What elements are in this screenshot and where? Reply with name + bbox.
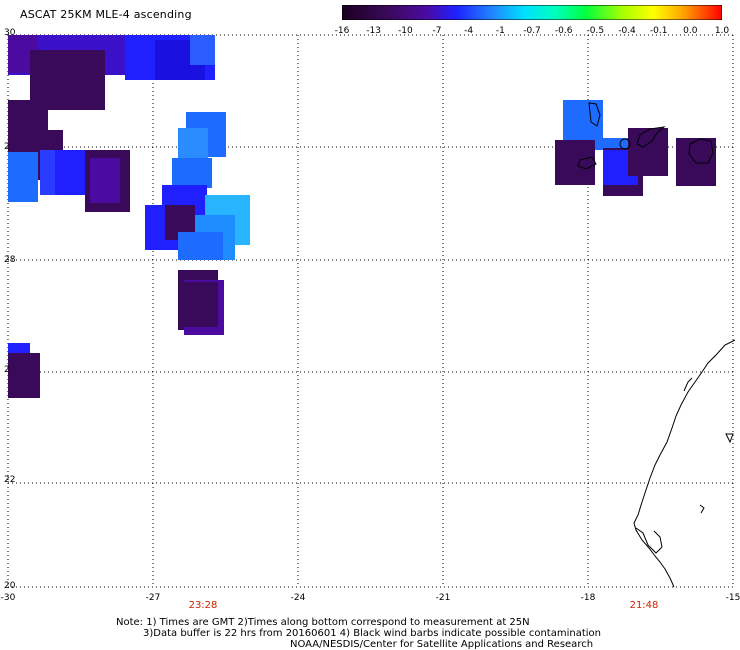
note-line-2: 3)Data buffer is 22 hrs from 20160601 4)… (143, 628, 601, 639)
colorbar-tick-label: -7 (432, 26, 442, 36)
colorbar (342, 5, 722, 20)
note-line-3: NOAA/NESDIS/Center for Satellite Applica… (290, 639, 594, 650)
grid-lines (7, 34, 735, 588)
colorbar-tick-label: -10 (397, 26, 413, 36)
colorbar-tick-label: 0.0 (683, 26, 698, 36)
time-label-right: 21:48 (629, 600, 659, 611)
colorbar-tick-label: -4 (464, 26, 474, 36)
map-title: ASCAT 25KM MLE-4 ascending (20, 8, 192, 21)
colorbar-tick-label: -1 (495, 26, 505, 36)
note-line-1: Note: 1) Times are GMT 2)Times along bot… (116, 617, 530, 628)
colorbar-tick-label: -0.1 (649, 26, 668, 36)
y-tick-label: 2 (4, 365, 10, 375)
x-tick-label: -18 (580, 593, 596, 603)
colorbar-tick-label: -0.7 (523, 26, 541, 36)
coastline (633, 339, 736, 588)
x-tick-label: -24 (290, 593, 306, 603)
swath-left (8, 343, 40, 398)
colorbar-tick-label: -13 (366, 26, 382, 36)
swath-right (555, 100, 716, 196)
y-tick-label: 20 (4, 581, 16, 591)
y-tick-label: 22 (4, 475, 16, 485)
colorbar-tick-label: -0.6 (554, 26, 573, 36)
x-tick-label: -30 (0, 593, 16, 603)
colorbar-tick-label: 1.0 (714, 26, 730, 36)
colorbar-tick-label: -0.4 (618, 26, 636, 36)
y-tick-label: 2 (4, 142, 10, 152)
island-outlines (577, 102, 714, 170)
time-label-left: 23:28 (188, 600, 218, 611)
x-tick-label: -21 (435, 593, 451, 603)
swath-center (145, 112, 250, 335)
colorbar-tick-label: -16 (334, 26, 350, 36)
x-tick-label: -27 (145, 593, 161, 603)
colorbar-tick-label: -0.5 (586, 26, 605, 36)
swath-top-left (8, 35, 215, 212)
x-tick-label: -15 (725, 593, 740, 603)
y-tick-label: 28 (4, 255, 16, 265)
y-tick-label: 30 (4, 28, 16, 38)
